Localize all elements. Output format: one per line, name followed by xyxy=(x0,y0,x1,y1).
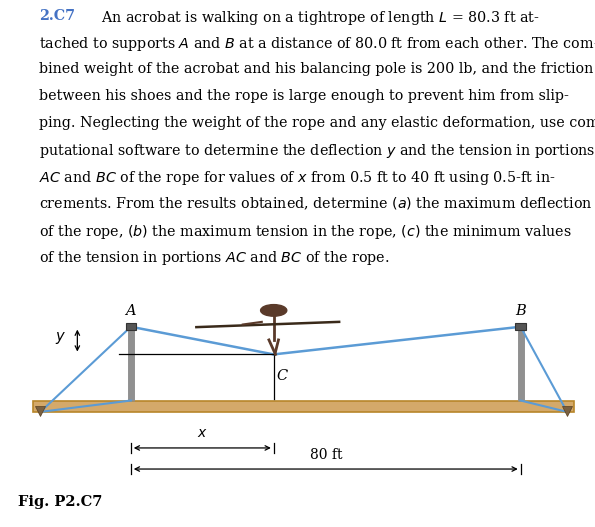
Text: $y$: $y$ xyxy=(55,330,67,346)
Text: 80 ft: 80 ft xyxy=(309,448,342,463)
Circle shape xyxy=(261,305,287,316)
Text: tached to supports $A$ and $B$ at a distance of 80.0 ft from each other. The com: tached to supports $A$ and $B$ at a dist… xyxy=(39,35,595,53)
Text: ping. Neglecting the weight of the rope and any elastic deformation, use com-: ping. Neglecting the weight of the rope … xyxy=(39,115,595,130)
Text: between his shoes and the rope is large enough to prevent him from slip-: between his shoes and the rope is large … xyxy=(39,89,569,103)
Text: A: A xyxy=(126,304,136,317)
Text: Fig. P2.C7: Fig. P2.C7 xyxy=(18,494,102,509)
Text: An acrobat is walking on a tightrope of length $L$ = 80.3 ft at-: An acrobat is walking on a tightrope of … xyxy=(92,8,540,26)
Text: 2.C7: 2.C7 xyxy=(39,8,75,23)
Text: $AC$ and $BC$ of the rope for values of $x$ from 0.5 ft to 40 ft using 0.5-ft in: $AC$ and $BC$ of the rope for values of … xyxy=(39,169,555,187)
Text: putational software to determine the deflection $y$ and the tension in portions: putational software to determine the def… xyxy=(39,142,595,160)
Bar xyxy=(515,324,526,330)
Text: B: B xyxy=(515,304,526,317)
Text: of the rope, $(b)$ the maximum tension in the rope, $(c)$ the minimum values: of the rope, $(b)$ the maximum tension i… xyxy=(39,222,572,240)
Text: crements. From the results obtained, determine $(a)$ the maximum deflection: crements. From the results obtained, det… xyxy=(39,196,592,212)
Text: bined weight of the acrobat and his balancing pole is 200 lb, and the friction: bined weight of the acrobat and his bala… xyxy=(39,62,593,76)
Bar xyxy=(33,401,574,412)
Text: $x$: $x$ xyxy=(197,426,208,440)
Text: of the tension in portions $AC$ and $BC$ of the rope.: of the tension in portions $AC$ and $BC$… xyxy=(39,249,389,267)
Text: C: C xyxy=(277,369,288,383)
Bar xyxy=(126,324,136,330)
